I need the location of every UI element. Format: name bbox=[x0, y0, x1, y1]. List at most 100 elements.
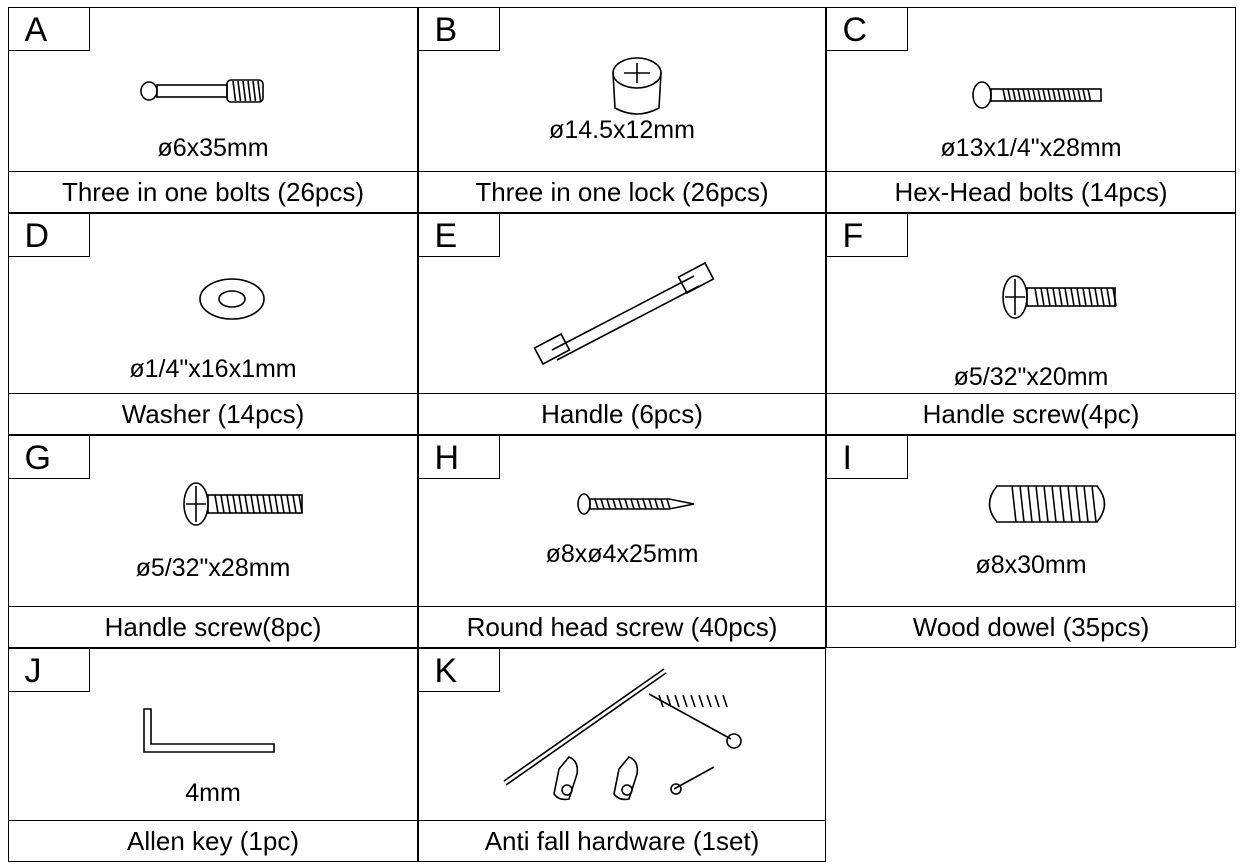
icon-shape bbox=[156, 84, 228, 98]
icon-shape bbox=[673, 766, 715, 790]
icon-shape bbox=[660, 498, 665, 510]
part-icon bbox=[183, 482, 303, 526]
icon-shape bbox=[618, 498, 623, 510]
icon-shape bbox=[1082, 287, 1087, 307]
icon-shape bbox=[670, 783, 682, 795]
part-size: ø14.5x12mm bbox=[549, 116, 695, 144]
icon-shape bbox=[280, 494, 285, 514]
icon-shape bbox=[594, 498, 599, 510]
icon-shape bbox=[1077, 88, 1082, 102]
icon-shape bbox=[1064, 287, 1069, 307]
icon-shape bbox=[232, 80, 237, 102]
icon-shape bbox=[140, 81, 158, 101]
icon-shape bbox=[1100, 287, 1105, 307]
icon-shape bbox=[658, 694, 664, 708]
icon-shape bbox=[648, 693, 732, 740]
part-size: ø8xø4x25mm bbox=[545, 540, 699, 568]
icon-shape bbox=[1067, 88, 1072, 102]
icon-shape bbox=[1046, 287, 1051, 307]
icon-shape bbox=[1037, 88, 1042, 102]
icon-shape bbox=[561, 784, 573, 796]
icon-shape bbox=[1011, 485, 1017, 523]
icon-shape bbox=[1035, 485, 1041, 523]
part-letter: H bbox=[417, 434, 500, 479]
icon-shape bbox=[613, 756, 639, 801]
icon-shape bbox=[677, 261, 715, 295]
part-name: Handle screw(4pc) bbox=[827, 393, 1235, 434]
part-icon bbox=[1002, 275, 1117, 319]
icon-shape bbox=[199, 278, 265, 320]
icon-shape bbox=[274, 494, 279, 514]
icon-shape bbox=[262, 494, 267, 514]
icon-shape bbox=[1059, 485, 1065, 523]
icon-shape bbox=[1012, 88, 1017, 102]
icon-shape bbox=[1047, 88, 1052, 102]
icon-shape bbox=[666, 694, 672, 708]
icon-shape bbox=[257, 80, 262, 102]
icon-shape bbox=[1070, 287, 1075, 307]
part-icon bbox=[199, 278, 265, 320]
icon-shape bbox=[726, 733, 742, 749]
part-name: Three in one bolts (26pcs) bbox=[9, 171, 417, 212]
icon-shape bbox=[286, 494, 291, 514]
part-icon bbox=[612, 57, 662, 115]
icon-shape bbox=[247, 80, 252, 102]
part-size: ø5/32"x20mm bbox=[953, 363, 1109, 391]
part-name: Hex-Head bolts (14pcs) bbox=[827, 171, 1235, 212]
icon-shape bbox=[722, 694, 728, 708]
icon-shape bbox=[1052, 88, 1057, 102]
icon-shape bbox=[1067, 485, 1073, 523]
part-letter: F bbox=[825, 212, 908, 257]
icon-shape bbox=[630, 498, 635, 510]
part-icon bbox=[143, 708, 275, 753]
icon-shape bbox=[505, 672, 667, 786]
icon-shape bbox=[1072, 88, 1077, 102]
icon-shape bbox=[988, 485, 1106, 523]
icon-shape bbox=[612, 72, 662, 115]
icon-shape bbox=[1062, 88, 1067, 102]
icon-shape bbox=[1051, 485, 1057, 523]
icon-shape bbox=[298, 494, 303, 514]
icon-shape bbox=[1040, 287, 1045, 307]
part-size: ø8x30mm bbox=[975, 551, 1087, 579]
icon-shape bbox=[214, 494, 219, 514]
icon-shape bbox=[1083, 485, 1089, 523]
icon-shape bbox=[207, 494, 303, 514]
icon-shape bbox=[1042, 88, 1047, 102]
icon-shape bbox=[238, 494, 243, 514]
icon-shape bbox=[1034, 287, 1039, 307]
part-name: Allen key (1pc) bbox=[9, 820, 417, 861]
part-icon bbox=[140, 79, 264, 103]
icon-shape bbox=[654, 498, 659, 510]
icon-shape bbox=[1076, 287, 1081, 307]
icon-shape bbox=[250, 494, 255, 514]
part-cell: K Anti fall hardware (1set) bbox=[417, 647, 826, 862]
icon-shape bbox=[642, 498, 647, 510]
icon-shape bbox=[1075, 485, 1081, 523]
part-letter: E bbox=[417, 212, 500, 257]
icon-shape bbox=[256, 494, 261, 514]
icon-shape bbox=[268, 494, 273, 514]
icon-shape bbox=[690, 694, 696, 708]
icon-shape bbox=[218, 290, 246, 308]
part-letter: I bbox=[825, 434, 908, 479]
icon-shape bbox=[1052, 287, 1057, 307]
part-icon bbox=[577, 493, 695, 515]
icon-shape bbox=[551, 275, 695, 351]
part-letter: G bbox=[7, 434, 90, 479]
icon-shape bbox=[1091, 485, 1097, 523]
icon-shape bbox=[242, 80, 247, 102]
icon-shape bbox=[577, 493, 591, 515]
icon-shape bbox=[533, 332, 571, 366]
icon-shape bbox=[990, 88, 1102, 102]
part-name: Three in one lock (26pcs) bbox=[419, 171, 825, 212]
icon-shape bbox=[143, 708, 275, 753]
icon-shape bbox=[556, 285, 700, 361]
part-size: ø6x35mm bbox=[157, 134, 269, 162]
icon-shape bbox=[682, 694, 688, 708]
part-cell: J 4mm Allen key (1pc) bbox=[7, 647, 418, 862]
